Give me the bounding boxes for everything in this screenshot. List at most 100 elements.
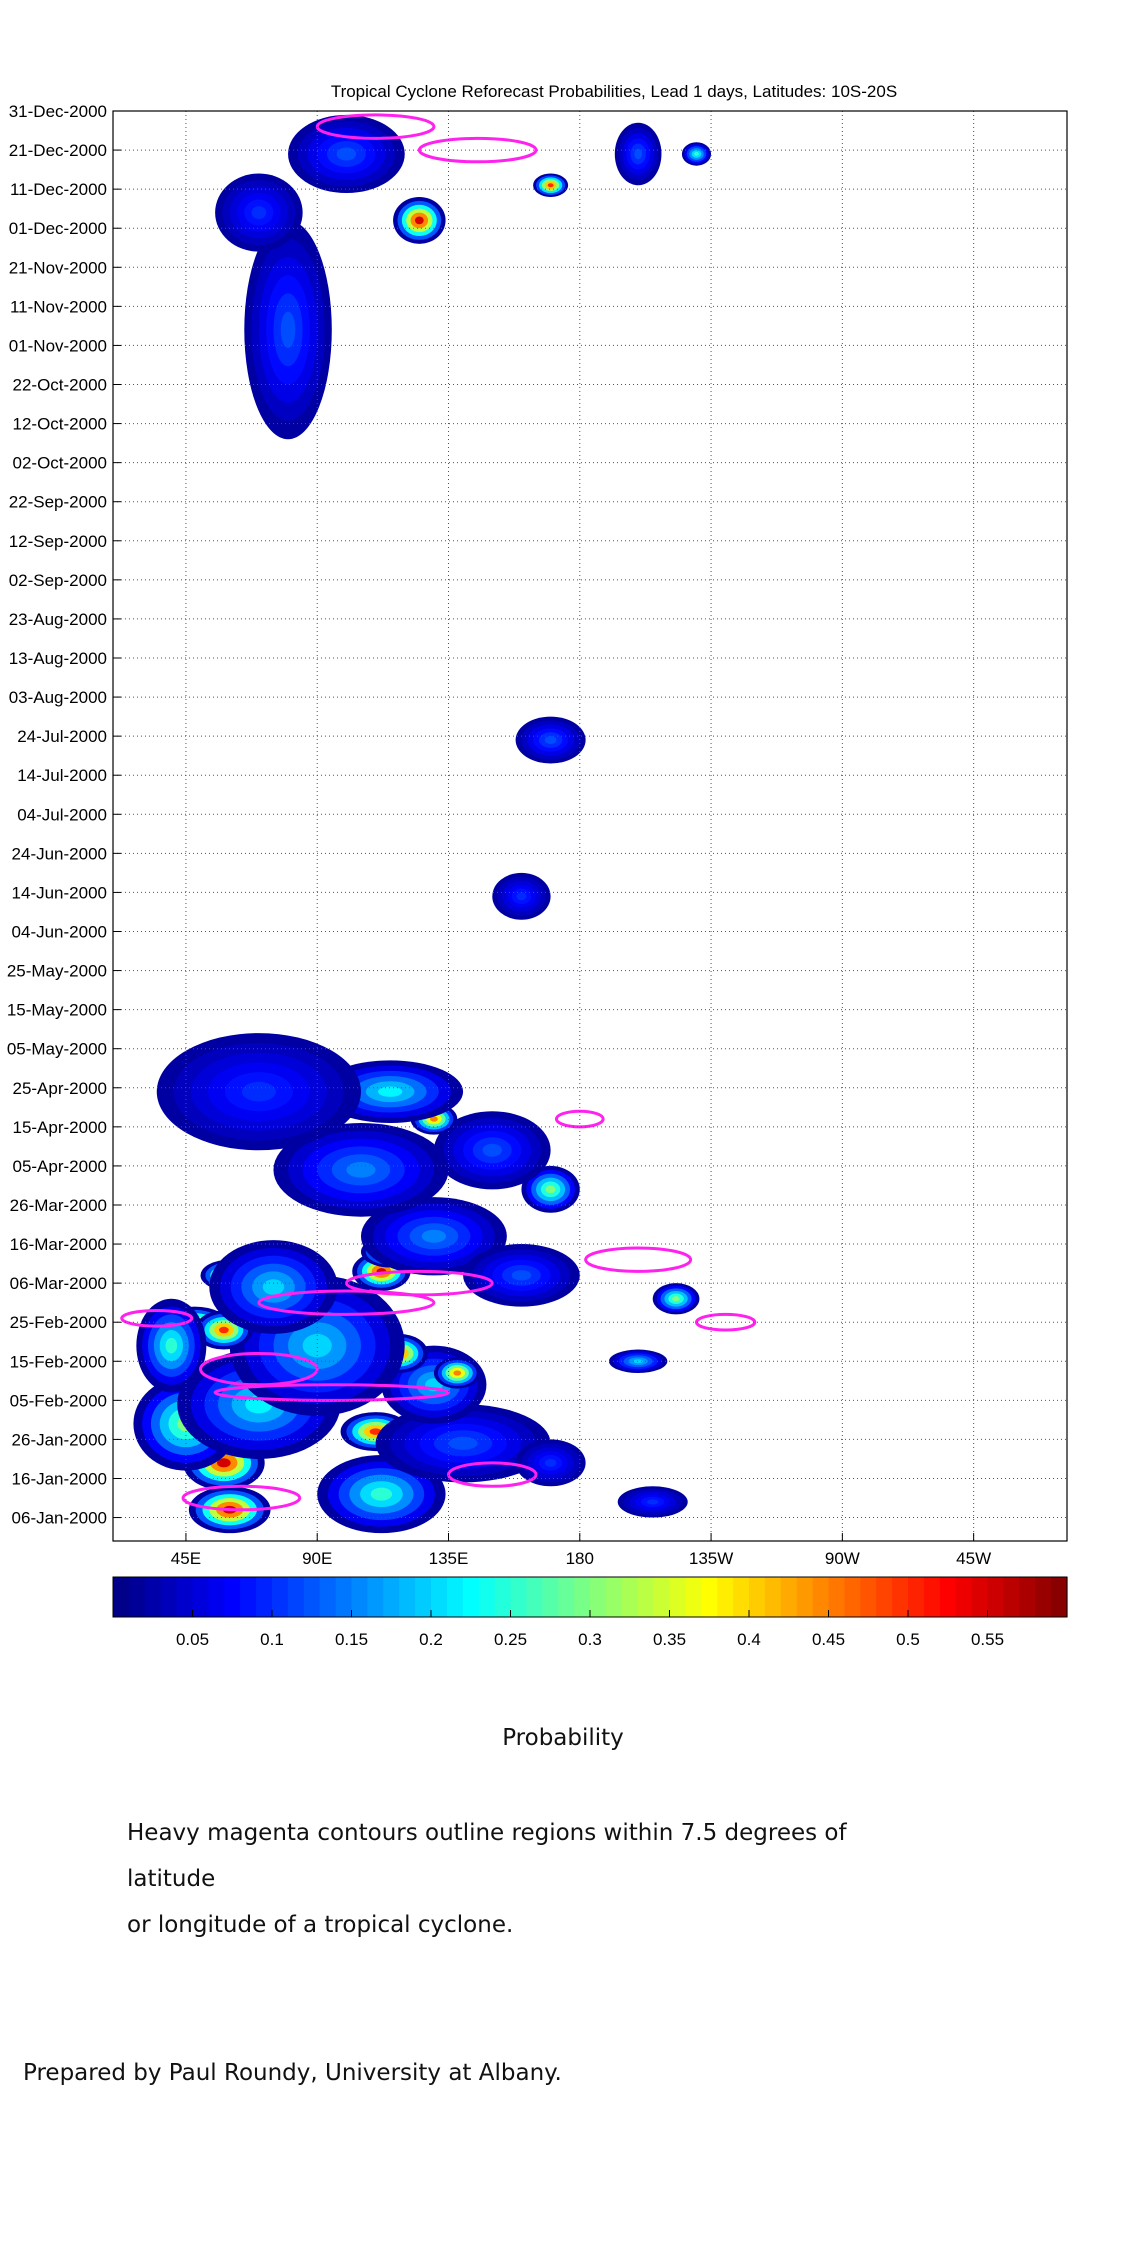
cyclone-contour	[199, 1351, 319, 1387]
colorbar: 0.05 0.1 0.15 0.2 0.25 0.3 0.35 0.4 0.45 0.5 0.55	[112, 1576, 1068, 1649]
heat-blob	[360, 1197, 507, 1276]
x-tick-label: 135W	[689, 1549, 733, 1568]
colorbar-tick-label: 0.55	[971, 1630, 1004, 1649]
heat-level	[430, 1116, 438, 1122]
y-tick-label: 15-May-2000	[7, 1001, 107, 1020]
heat-level	[545, 1185, 556, 1194]
x-tick-label: 45W	[956, 1549, 991, 1568]
colorbar-swatch	[558, 1577, 575, 1617]
colorbar-swatch	[621, 1577, 639, 1617]
heat-blob	[433, 1357, 481, 1389]
y-tick-label: 11-Dec-2000	[10, 180, 107, 199]
cyclone-contour	[344, 1269, 494, 1297]
y-tick-label: 05-May-2000	[7, 1040, 107, 1059]
colorbar-swatch	[113, 1577, 130, 1617]
colorbar-swatch	[287, 1577, 305, 1617]
colorbar-swatch	[510, 1577, 527, 1617]
heat-level	[633, 1359, 644, 1364]
y-tick-label: 03-Aug-2000	[9, 688, 107, 707]
colorbar-swatch	[335, 1577, 353, 1617]
colorbar-swatch	[987, 1577, 1004, 1617]
y-tick-label: 15-Apr-2000	[12, 1118, 107, 1137]
heat-blob	[533, 173, 569, 197]
heat-level	[448, 1436, 478, 1450]
plot-frame	[112, 110, 1068, 1542]
colorbar-swatch	[224, 1577, 241, 1617]
x-tick-label: 135E	[429, 1549, 469, 1568]
heat-level	[217, 1458, 231, 1468]
heat-blob	[681, 142, 712, 166]
cyclone-contour	[257, 1289, 436, 1316]
colorbar-swatch	[1051, 1577, 1068, 1617]
y-tick-label: 26-Jan-2000	[12, 1430, 107, 1449]
colorbar-swatch	[144, 1577, 162, 1617]
heat-level	[646, 1499, 659, 1505]
colorbar-swatch	[383, 1577, 400, 1617]
colorbar-label: Probability	[502, 1725, 624, 1751]
heat-blob	[209, 1240, 338, 1334]
colorbar-swatch	[367, 1577, 384, 1617]
colorbar-tick-label: 0.4	[737, 1630, 761, 1649]
y-axis: 06-Jan-2000 16-Jan-2000 26-Jan-2000 05-Feb-…	[7, 102, 121, 1528]
colorbar-swatch	[749, 1577, 766, 1617]
y-tick-label: 06-Mar-2000	[10, 1274, 107, 1293]
heat-blob	[617, 1486, 688, 1518]
colorbar-swatch	[415, 1577, 432, 1617]
colorbar-swatch	[272, 1577, 289, 1617]
colorbar-swatch	[637, 1577, 655, 1617]
y-tick-label: 26-Mar-2000	[10, 1196, 107, 1215]
colorbar-tick-label: 0.45	[812, 1630, 845, 1649]
colorbar-swatch	[653, 1577, 671, 1617]
credit-line: Prepared by Paul Roundy, University at A…	[23, 2060, 562, 2086]
y-tick-label: 23-Aug-2000	[9, 610, 107, 629]
colorbar-swatch	[446, 1577, 464, 1617]
colorbar-swatch	[494, 1577, 512, 1617]
heat-level	[544, 1458, 557, 1467]
x-tick-label: 90W	[825, 1549, 860, 1568]
y-tick-label: 16-Mar-2000	[10, 1235, 107, 1254]
cyclone-contour	[417, 136, 538, 164]
heat-blob	[273, 1122, 449, 1217]
y-tick-label: 05-Apr-2000	[12, 1157, 107, 1176]
y-tick-label: 12-Oct-2000	[13, 415, 108, 434]
colorbar-tick-label: 0.25	[494, 1630, 527, 1649]
colorbar-swatch	[844, 1577, 861, 1617]
y-tick-label: 15-Feb-2000	[10, 1352, 107, 1371]
heat-level	[165, 1337, 178, 1354]
y-tick-label: 16-Jan-2000	[12, 1469, 107, 1488]
heat-level	[634, 148, 643, 160]
heat-level	[378, 1086, 403, 1097]
heat-blob	[608, 1349, 668, 1373]
colorbar-swatch	[128, 1577, 146, 1617]
colorbar-swatch	[526, 1577, 543, 1617]
cyclone-contour	[694, 1312, 757, 1332]
heat-blob	[136, 1298, 207, 1393]
colorbar-swatch	[303, 1577, 321, 1617]
colorbar-swatch	[780, 1577, 798, 1617]
heat-level	[370, 1487, 393, 1501]
y-tick-label: 13-Aug-2000	[9, 649, 107, 668]
heat-blob	[215, 173, 303, 252]
heat-level	[241, 1081, 276, 1102]
heat-level	[482, 1143, 502, 1157]
colorbar-swatch	[764, 1577, 782, 1617]
colorbar-swatch	[860, 1577, 877, 1617]
y-tick-label: 12-Sep-2000	[9, 532, 107, 551]
colorbar-swatch	[796, 1577, 814, 1617]
heat-level	[547, 183, 554, 188]
colorbar-swatch	[717, 1577, 734, 1617]
y-tick-label: 22-Sep-2000	[9, 493, 107, 512]
heat-blob	[463, 1244, 580, 1307]
colorbar-tick-label: 0.3	[578, 1630, 602, 1649]
cyclone-contour	[584, 1246, 693, 1273]
y-tick-label: 02-Sep-2000	[9, 571, 107, 590]
colorbar-swatch	[240, 1577, 257, 1617]
colorbar-tick-label: 0.2	[419, 1630, 443, 1649]
plot-area	[112, 110, 1068, 1542]
heat-blob	[515, 716, 586, 764]
colorbar-swatch	[319, 1577, 337, 1617]
colorbar-swatch	[828, 1577, 845, 1617]
heat-level	[262, 1279, 285, 1295]
y-tick-label: 25-Feb-2000	[10, 1313, 107, 1332]
